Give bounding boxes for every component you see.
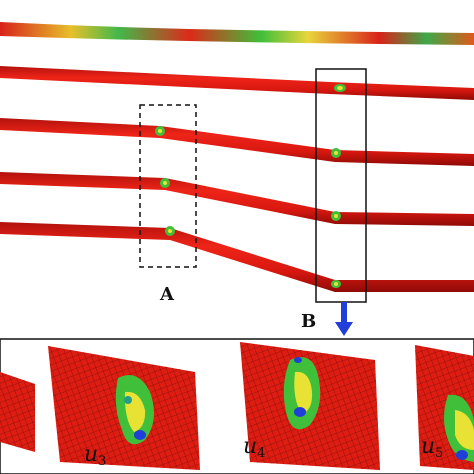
u4-symbol: u [243, 434, 258, 459]
label-a: A [160, 284, 174, 305]
beam-3 [0, 172, 474, 226]
detail-view-1 [0, 372, 35, 452]
beam-2 [0, 118, 474, 166]
buckle-spots [155, 84, 346, 288]
detail-view-4 [415, 345, 474, 470]
beam-4 [0, 222, 474, 292]
box-a [139, 104, 197, 268]
label-u4: u4 [243, 436, 265, 465]
label-u5: u5 [421, 436, 443, 465]
box-b [315, 68, 367, 303]
beam-1 [0, 66, 474, 100]
detail-view-2 [48, 346, 200, 470]
detail-view-3 [240, 342, 380, 470]
u3-symbol: u [84, 442, 99, 467]
u3-index: 3 [98, 454, 107, 469]
u5-symbol: u [421, 434, 436, 459]
label-b: B [301, 311, 317, 332]
blue-arrow [335, 302, 353, 336]
u5-index: 5 [435, 446, 444, 461]
u4-index: 4 [257, 446, 266, 461]
label-u3: u3 [84, 444, 106, 473]
top-beam [0, 22, 474, 45]
